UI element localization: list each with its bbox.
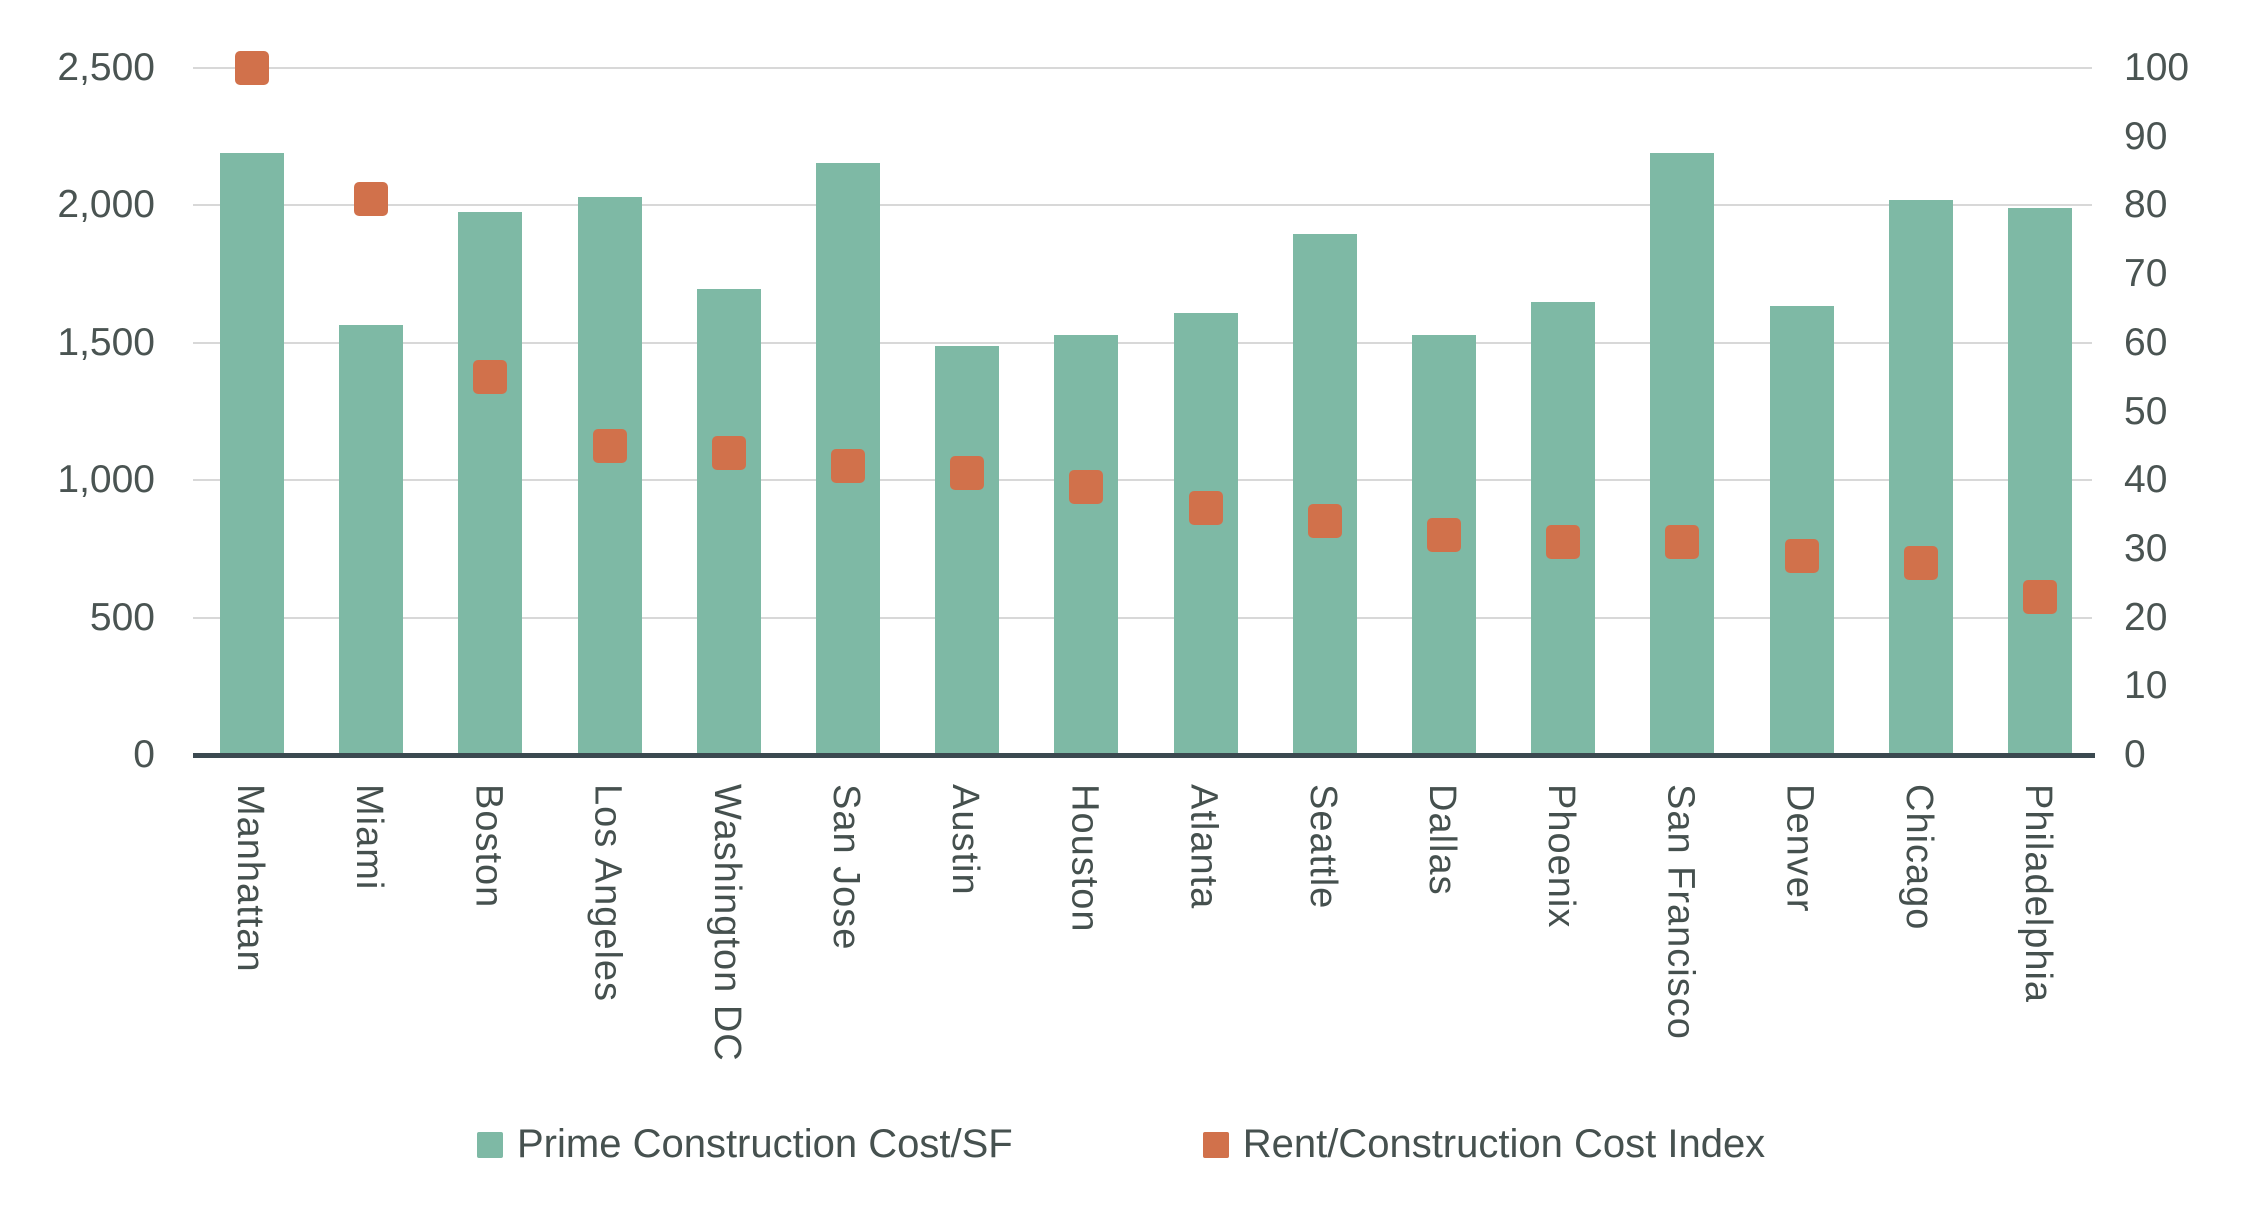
bar-san-francisco [1650, 153, 1715, 755]
marker-manhattan [235, 51, 269, 85]
left-axis-tick-label: 500 [89, 595, 155, 639]
marker-boston [473, 360, 508, 395]
bar-houston [1054, 334, 1119, 755]
x-axis-label-san-francisco: San Francisco [1659, 784, 1702, 1040]
x-axis-label-san-jose: San Jose [825, 784, 867, 951]
left-axis-tick-label: 2,000 [57, 183, 155, 227]
marker-seattle [1307, 504, 1342, 539]
bar-atlanta [1173, 312, 1238, 755]
right-axis-tick-label: 10 [2124, 664, 2168, 708]
right-axis-tick-label: 40 [2124, 458, 2168, 502]
marker-phoenix [1546, 525, 1581, 560]
gridline-1000 [193, 479, 2092, 482]
legend-label-prime-construction-cost: Prime Construction Cost/SF [517, 1122, 1013, 1166]
x-axis-label-manhattan: Manhattan [229, 784, 271, 973]
gridline-1500 [193, 341, 2092, 344]
x-axis-label-houston: Houston [1063, 784, 1106, 933]
x-axis-label-dallas: Dallas [1421, 784, 1463, 896]
left-axis-tick-label: 1,000 [57, 458, 155, 502]
x-axis-line [193, 753, 2095, 758]
marker-washington-dc [711, 435, 746, 470]
right-axis-tick-label: 60 [2124, 320, 2168, 364]
bar-manhattan [220, 153, 284, 755]
right-axis-tick-label: 100 [2124, 46, 2190, 89]
bar-series-swatch-icon [477, 1131, 503, 1158]
left-axis-tick-label: 1,500 [57, 320, 155, 364]
right-axis-tick-label: 90 [2124, 114, 2168, 158]
marker-denver [1784, 538, 1819, 573]
marker-los-angeles [592, 428, 627, 463]
right-axis-tick-label: 50 [2124, 389, 2168, 433]
left-axis-tick-label: 2,500 [57, 46, 155, 89]
right-axis-tick-label: 20 [2124, 595, 2168, 639]
bar-denver [1769, 305, 1834, 755]
x-axis-label-chicago: Chicago [1897, 784, 1940, 931]
legend-item-rent-construction-cost-index: Rent/Construction Cost Index [1202, 1122, 1766, 1167]
bar-chicago [1888, 199, 1953, 755]
x-axis-label-washington-dc: Washington DC [705, 784, 748, 1062]
marker-philadelphia [2023, 579, 2057, 614]
gridline-500 [193, 616, 2092, 619]
bar-seattle [1292, 234, 1357, 755]
gridline-2000 [193, 204, 2092, 207]
marker-san-jose [831, 449, 865, 484]
right-axis-tick-label: 30 [2124, 526, 2168, 570]
legend: Prime Construction Cost/SF Rent/Construc… [477, 1122, 1765, 1167]
marker-san-francisco [1665, 525, 1700, 560]
right-axis-tick-label: 0 [2124, 733, 2146, 776]
x-axis-label-philadelphia: Philadelphia [2017, 784, 2059, 1004]
right-axis-tick-label: 70 [2124, 252, 2168, 296]
marker-miami [354, 181, 389, 216]
x-axis-label-seattle: Seattle [1301, 784, 1344, 910]
gridline-2500 [193, 67, 2092, 69]
bar-los-angeles [577, 197, 642, 755]
marker-dallas [1427, 518, 1461, 553]
marker-series-swatch-icon [1202, 1131, 1229, 1158]
legend-label-rent-construction-cost-index: Rent/Construction Cost Index [1242, 1122, 1766, 1166]
x-axis-label-denver: Denver [1778, 784, 1821, 913]
left-axis-tick-label: 0 [133, 733, 155, 776]
x-axis-label-austin: Austin [944, 784, 987, 896]
x-axis-label-atlanta: Atlanta [1182, 784, 1225, 910]
x-axis-label-miami: Miami [348, 784, 391, 891]
x-axis-label-los-angeles: Los Angeles [586, 784, 629, 1003]
bar-boston [458, 212, 523, 755]
bar-philadelphia [2008, 208, 2072, 755]
marker-houston [1069, 470, 1104, 505]
legend-item-prime-construction-cost: Prime Construction Cost/SF [477, 1122, 1013, 1167]
bar-washington-dc [696, 289, 761, 755]
x-axis-label-phoenix: Phoenix [1540, 784, 1583, 929]
right-axis-tick-label: 80 [2124, 183, 2168, 227]
bar-austin [935, 345, 1000, 755]
x-axis-label-boston: Boston [467, 784, 510, 909]
bar-miami [339, 324, 404, 755]
marker-atlanta [1188, 490, 1223, 525]
marker-austin [950, 456, 985, 491]
marker-chicago [1903, 545, 1938, 580]
